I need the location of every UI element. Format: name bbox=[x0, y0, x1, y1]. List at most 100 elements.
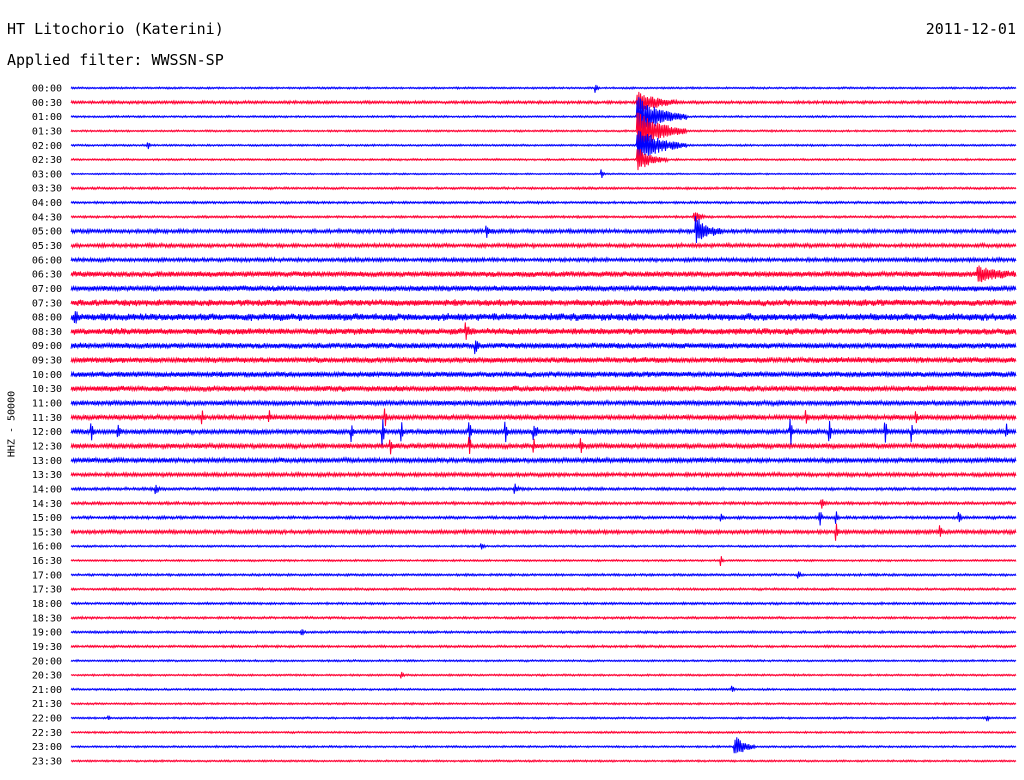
trace-line bbox=[70, 200, 1017, 206]
trace-line bbox=[70, 758, 1017, 764]
trace-line bbox=[70, 91, 1017, 115]
trace-line bbox=[70, 356, 1017, 365]
time-tick-label: 23:00 bbox=[32, 742, 62, 753]
trace-line bbox=[70, 470, 1017, 479]
time-tick-label: 09:00 bbox=[32, 341, 62, 352]
trace-line bbox=[70, 130, 1017, 164]
time-tick-label: 11:30 bbox=[32, 413, 62, 424]
time-tick-label: 12:00 bbox=[32, 427, 62, 438]
time-tick-label: 01:00 bbox=[32, 112, 62, 123]
filter-label: Applied filter: WWSSN-SP bbox=[7, 51, 224, 69]
trace-line bbox=[70, 571, 1017, 579]
time-tick-label: 18:30 bbox=[32, 613, 62, 624]
time-tick-label: 05:00 bbox=[32, 227, 62, 238]
trace-line bbox=[70, 523, 1017, 541]
time-tick-label: 15:00 bbox=[32, 513, 62, 524]
time-tick-label: 17:30 bbox=[32, 585, 62, 596]
time-tick-label: 22:30 bbox=[32, 728, 62, 739]
trace-line bbox=[70, 84, 1017, 93]
time-tick-label: 21:00 bbox=[32, 685, 62, 696]
time-tick-label: 03:00 bbox=[32, 169, 62, 180]
time-tick-label: 15:30 bbox=[32, 527, 62, 538]
time-tick-label: 02:30 bbox=[32, 155, 62, 166]
time-tick-label: 05:30 bbox=[32, 241, 62, 252]
trace-line bbox=[70, 284, 1017, 293]
time-tick-label: 21:30 bbox=[32, 699, 62, 710]
trace-line bbox=[70, 169, 1017, 179]
time-tick-label: 20:00 bbox=[32, 656, 62, 667]
time-tick-label: 06:00 bbox=[32, 255, 62, 266]
trace-line bbox=[70, 398, 1017, 408]
trace-line bbox=[70, 483, 1017, 495]
trace-line bbox=[70, 600, 1017, 606]
time-tick-label: 09:30 bbox=[32, 356, 62, 367]
time-tick-label: 18:00 bbox=[32, 599, 62, 610]
trace-line bbox=[70, 298, 1017, 307]
time-tick-label: 19:00 bbox=[32, 628, 62, 639]
time-tick-label: 07:00 bbox=[32, 284, 62, 295]
trace-line bbox=[70, 370, 1017, 379]
trace-line bbox=[70, 737, 1017, 754]
time-tick-label: 00:30 bbox=[32, 98, 62, 109]
trace-line bbox=[70, 216, 1017, 243]
trace-line bbox=[70, 685, 1017, 693]
trace-line bbox=[70, 730, 1017, 735]
trace-line bbox=[70, 419, 1017, 447]
trace-line bbox=[70, 185, 1017, 191]
time-tick-label: 20:30 bbox=[32, 671, 62, 682]
trace-line bbox=[70, 556, 1017, 567]
time-tick-label: 02:00 bbox=[32, 141, 62, 152]
trace-line bbox=[70, 715, 1017, 722]
trace-line bbox=[70, 265, 1017, 283]
trace-line bbox=[70, 644, 1017, 649]
trace-line bbox=[70, 586, 1017, 592]
trace-line bbox=[70, 311, 1017, 324]
time-tick-label: 10:00 bbox=[32, 370, 62, 381]
trace-line bbox=[70, 436, 1017, 455]
time-tick-label: 19:30 bbox=[32, 642, 62, 653]
trace-line bbox=[70, 499, 1017, 509]
trace-line bbox=[70, 658, 1017, 663]
time-tick-label: 13:00 bbox=[32, 456, 62, 467]
trace-line bbox=[70, 212, 1017, 222]
trace-line bbox=[70, 701, 1017, 706]
trace-line bbox=[70, 671, 1017, 679]
trace-line bbox=[70, 322, 1017, 340]
trace-line bbox=[70, 97, 1017, 133]
time-tick-label: 13:30 bbox=[32, 470, 62, 481]
trace-line bbox=[70, 340, 1017, 355]
time-tick-label: 04:00 bbox=[32, 198, 62, 209]
time-tick-label: 01:30 bbox=[32, 126, 62, 137]
time-tick-label: 08:30 bbox=[32, 327, 62, 338]
time-tick-label: 03:30 bbox=[32, 184, 62, 195]
trace-line bbox=[70, 629, 1017, 636]
trace-line bbox=[70, 511, 1017, 526]
date-label: 2011-12-01 bbox=[925, 20, 1016, 38]
trace-line bbox=[70, 256, 1017, 264]
trace-line bbox=[70, 408, 1017, 427]
station-title: HT Litochorio (Katerini) bbox=[7, 20, 224, 38]
time-tick-label: 04:30 bbox=[32, 212, 62, 223]
time-tick-label: 10:30 bbox=[32, 384, 62, 395]
time-tick-label: 16:30 bbox=[32, 556, 62, 567]
time-tick-label: 00:00 bbox=[32, 84, 62, 95]
time-tick-label: 14:30 bbox=[32, 499, 62, 510]
trace-line bbox=[70, 384, 1017, 393]
time-tick-label: 12:30 bbox=[32, 441, 62, 452]
trace-line bbox=[70, 456, 1017, 465]
trace-line bbox=[70, 241, 1017, 250]
time-tick-label: 06:30 bbox=[32, 270, 62, 281]
trace-line bbox=[70, 543, 1017, 550]
trace-line bbox=[70, 112, 1017, 152]
time-tick-label: 11:00 bbox=[32, 399, 62, 410]
time-tick-label: 08:00 bbox=[32, 313, 62, 324]
time-tick-label: 14:00 bbox=[32, 484, 62, 495]
trace-line bbox=[70, 615, 1017, 621]
trace-line bbox=[70, 149, 1017, 171]
time-tick-label: 17:00 bbox=[32, 570, 62, 581]
time-tick-label: 07:30 bbox=[32, 298, 62, 309]
time-tick-label: 23:30 bbox=[32, 757, 62, 768]
time-tick-label: 16:00 bbox=[32, 542, 62, 553]
time-tick-label: 22:00 bbox=[32, 714, 62, 725]
